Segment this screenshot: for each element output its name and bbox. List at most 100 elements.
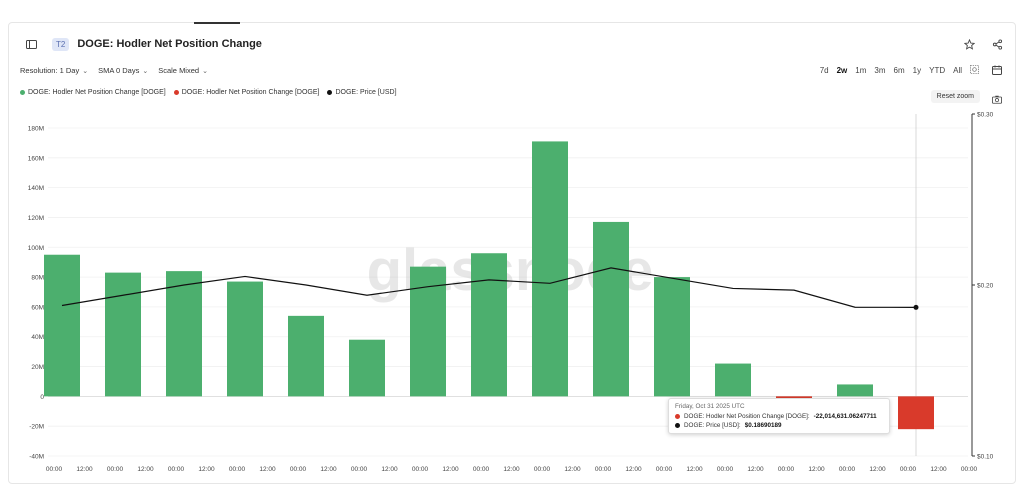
- bar: [288, 315, 324, 397]
- bar: [837, 384, 873, 397]
- active-tab-indicator: [194, 22, 240, 24]
- scale-dropdown[interactable]: Scale Mixed ⌄: [158, 66, 208, 75]
- x-tick-label: 00:00: [229, 466, 246, 473]
- price-line: [61, 267, 917, 309]
- bar: [44, 254, 80, 397]
- x-tick-label: 00:00: [473, 466, 490, 473]
- price-series: [61, 267, 919, 310]
- tooltip-dot-red: [675, 414, 680, 419]
- bar: [715, 363, 751, 397]
- range-7d[interactable]: 7d: [819, 66, 829, 75]
- tooltip-label: DOGE: Price [USD]:: [684, 422, 741, 429]
- legend-item-negative[interactable]: DOGE: Hodler Net Position Change [DOGE]: [173, 89, 320, 96]
- x-tick-label: 00:00: [168, 466, 185, 473]
- y-tick-label: 60M: [31, 304, 44, 311]
- chart-controls: Resolution: 1 Day ⌄ SMA 0 Days ⌄ Scale Mix…: [20, 66, 208, 75]
- scale-label: Scale Mixed: [158, 66, 200, 75]
- x-tick-label: 12:00: [808, 466, 825, 473]
- y-right-tick-label: $0.30: [977, 112, 994, 119]
- x-tick-label: 12:00: [625, 466, 642, 473]
- x-tick-label: 00:00: [961, 466, 978, 473]
- range-1y[interactable]: 1y: [912, 66, 922, 75]
- x-tick-label: 00:00: [290, 466, 307, 473]
- x-tick-label: 12:00: [76, 466, 93, 473]
- tooltip-row-price: DOGE: Price [USD]: $0.18690189: [675, 422, 883, 429]
- bar: [776, 396, 812, 399]
- x-tick-label: 00:00: [107, 466, 124, 473]
- header-actions: [958, 34, 1008, 54]
- x-axis: 00:00 12:00 00:00 12:00 00:00 12:00 00:00 12:00…: [46, 466, 978, 473]
- x-tick-label: 00:00: [351, 466, 368, 473]
- sidebar-toggle-icon[interactable]: [20, 34, 42, 54]
- range-3m[interactable]: 3m: [874, 66, 886, 75]
- resolution-label: Resolution: 1 Day: [20, 66, 80, 75]
- range-6m[interactable]: 6m: [893, 66, 905, 75]
- x-tick-label: 12:00: [198, 466, 215, 473]
- price-point-marker: [913, 304, 919, 310]
- x-tick-label: 12:00: [503, 466, 520, 473]
- x-tick-label: 00:00: [534, 466, 551, 473]
- y-tick-label: 180M: [28, 126, 44, 133]
- y-tick-label: 40M: [31, 334, 44, 341]
- x-tick-label: 12:00: [930, 466, 947, 473]
- y-tick-label: 140M: [28, 185, 44, 192]
- legend-dot-black: [327, 90, 333, 95]
- x-tick-label: 00:00: [412, 466, 429, 473]
- x-tick-label: 00:00: [900, 466, 917, 473]
- bar: [166, 271, 202, 397]
- bar: [898, 396, 934, 430]
- page-title: DOGE: Hodler Net Position Change: [77, 38, 262, 50]
- bar: [532, 141, 568, 397]
- x-tick-label: 12:00: [320, 466, 337, 473]
- range-all[interactable]: All: [953, 66, 962, 75]
- y-right-tick-label: $0.10: [977, 454, 994, 461]
- bar: [227, 281, 263, 397]
- range-1m[interactable]: 1m: [855, 66, 867, 75]
- chart-tooltip: Friday, Oct 31 2025 UTC DOGE: Hodler Net…: [668, 398, 890, 434]
- tooltip-value: $0.18690189: [744, 422, 782, 429]
- chevron-down-icon: ⌄: [142, 67, 149, 75]
- x-tick-label: 00:00: [778, 466, 795, 473]
- legend-label: DOGE: Hodler Net Position Change [DOGE]: [181, 89, 320, 96]
- star-icon[interactable]: [958, 34, 980, 54]
- chart-header: T2 DOGE: Hodler Net Position Change: [20, 34, 262, 54]
- share-icon[interactable]: [986, 34, 1008, 54]
- chevron-down-icon: ⌄: [82, 67, 89, 75]
- chevron-down-icon: ⌄: [202, 67, 208, 75]
- sma-dropdown[interactable]: SMA 0 Days ⌄: [98, 66, 148, 75]
- zoom-select-icon[interactable]: [967, 63, 982, 78]
- x-tick-label: 00:00: [656, 466, 673, 473]
- reset-zoom-button[interactable]: Reset zoom: [930, 90, 980, 103]
- y-tick-label: 100M: [28, 245, 44, 252]
- sma-label: SMA 0 Days: [98, 66, 140, 75]
- range-ytd[interactable]: YTD: [929, 66, 946, 75]
- x-tick-label: 12:00: [137, 466, 154, 473]
- bar-series: [44, 141, 934, 430]
- y-tick-label: 160M: [28, 155, 44, 162]
- bar: [654, 277, 690, 397]
- calendar-icon[interactable]: [992, 65, 1002, 77]
- x-tick-label: 00:00: [839, 466, 856, 473]
- y-tick-label: -20M: [29, 424, 44, 431]
- resolution-dropdown[interactable]: Resolution: 1 Day ⌄: [20, 66, 88, 75]
- bar: [105, 272, 141, 397]
- bar: [593, 221, 629, 397]
- y-tick-label: 120M: [28, 215, 44, 222]
- legend-item-price[interactable]: DOGE: Price [USD]: [327, 89, 397, 96]
- x-tick-label: 00:00: [595, 466, 612, 473]
- tooltip-date: Friday, Oct 31 2025 UTC: [675, 403, 745, 410]
- range-2w[interactable]: 2w: [836, 66, 848, 75]
- x-tick-label: 12:00: [686, 466, 703, 473]
- y-axis-right: $0.30 $0.20 $0.10: [971, 112, 994, 461]
- camera-icon[interactable]: [992, 91, 1002, 109]
- x-tick-label: 12:00: [259, 466, 276, 473]
- x-tick-label: 12:00: [747, 466, 764, 473]
- y-axis-left: 180M 160M 140M 120M 100M 80M 60M 40M 20M 0 -20M -40…: [28, 126, 45, 461]
- y-tick-label: -40M: [29, 454, 44, 461]
- legend-item-positive[interactable]: DOGE: Hodler Net Position Change [DOGE]: [20, 89, 166, 96]
- bar: [471, 253, 507, 397]
- bar: [349, 339, 385, 397]
- legend-dot-green: [20, 90, 25, 95]
- legend-dot-red: [173, 90, 179, 95]
